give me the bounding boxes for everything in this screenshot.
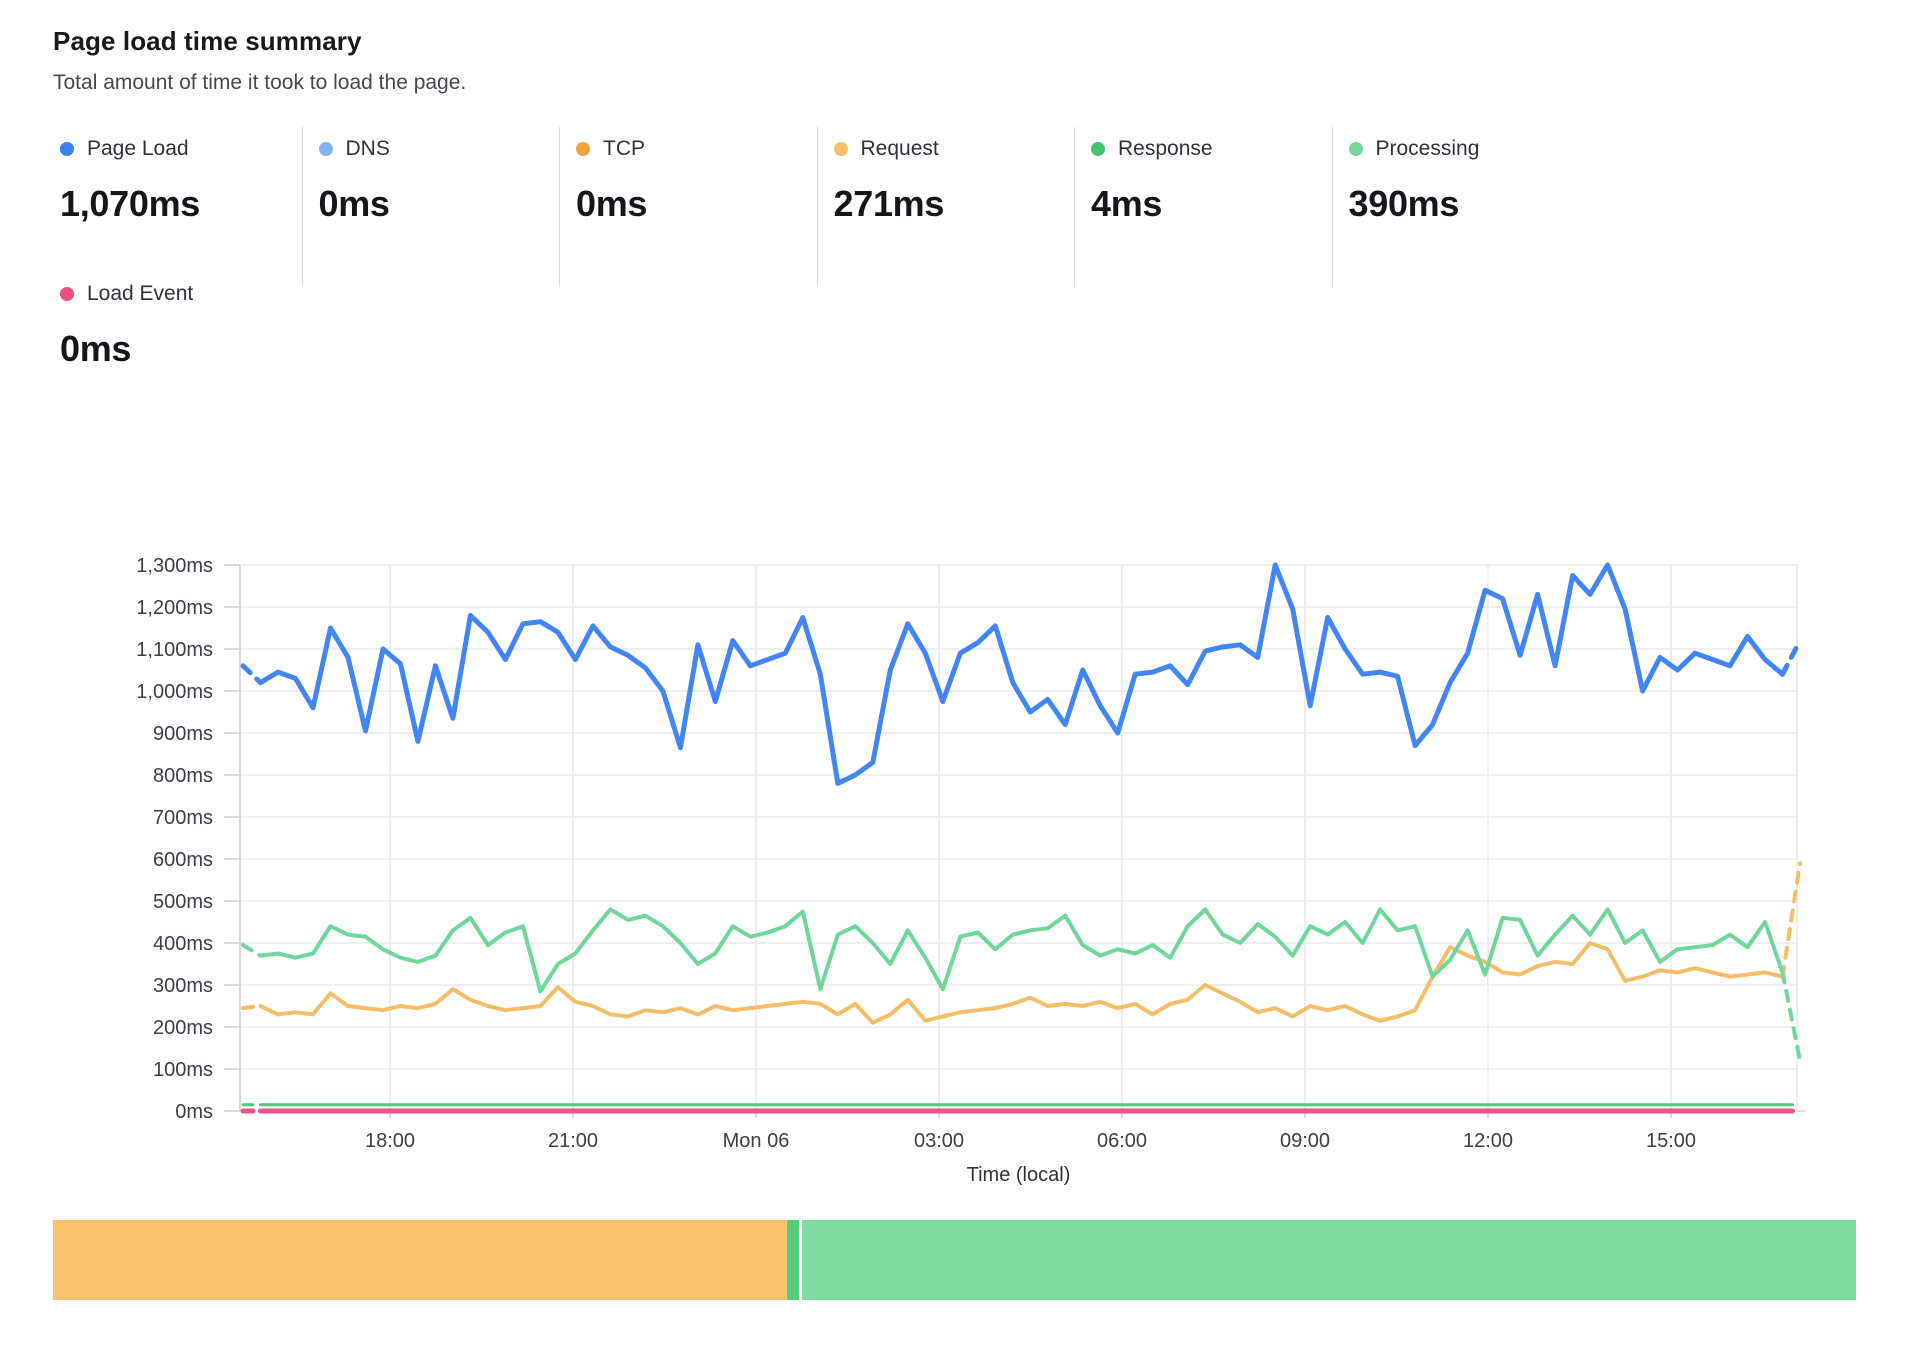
svg-text:600ms: 600ms [153, 849, 213, 871]
svg-text:03:00: 03:00 [914, 1130, 964, 1152]
request-legend-dot [833, 142, 848, 156]
stat-dns[interactable]: DNS 0ms [301, 127, 560, 287]
stat-processing[interactable]: Processing 390ms [1331, 127, 1590, 287]
svg-text:900ms: 900ms [153, 723, 213, 745]
svg-text:15:00: 15:00 [1646, 1130, 1696, 1152]
svg-text:1,000ms: 1,000ms [136, 681, 213, 703]
stat-label: Response [1118, 137, 1213, 160]
svg-text:1,200ms: 1,200ms [136, 597, 213, 619]
stat-value: 0ms [576, 183, 648, 224]
svg-text:800ms: 800ms [153, 765, 213, 787]
page-title: Page load time summary [53, 26, 362, 56]
svg-text:400ms: 400ms [153, 933, 213, 955]
svg-text:09:00: 09:00 [1280, 1130, 1330, 1152]
svg-text:Mon 06: Mon 06 [723, 1130, 790, 1152]
tcp-legend-dot [576, 142, 590, 156]
svg-text:100ms: 100ms [153, 1059, 213, 1081]
svg-text:300ms: 300ms [153, 975, 213, 997]
bar-segment-gap[interactable] [798, 1220, 803, 1300]
svg-text:1,100ms: 1,100ms [136, 639, 213, 661]
stat-value: 4ms [1091, 183, 1163, 224]
svg-text:700ms: 700ms [153, 807, 213, 829]
header: Page load time summary Total amount of t… [53, 26, 466, 95]
metric-summary-row: Page Load 1,070ms DNS 0ms TCP 0ms Reques… [44, 127, 1589, 287]
page-subtitle: Total amount of time it took to load the… [53, 71, 467, 94]
page-load-legend-dot [60, 142, 74, 156]
svg-text:200ms: 200ms [153, 1017, 213, 1039]
stat-value: 0ms [318, 183, 390, 224]
timing-breakdown-bar[interactable] [53, 1220, 1856, 1300]
stat-load-event[interactable]: Load Event 0ms [44, 272, 193, 370]
svg-text:12:00: 12:00 [1463, 1130, 1513, 1152]
stat-label: Page Load [87, 137, 189, 160]
stat-value: 0ms [60, 328, 132, 369]
stat-value: 390ms [1348, 183, 1460, 224]
response-legend-dot [1091, 142, 1105, 156]
bar-segment-processing[interactable] [802, 1220, 1856, 1300]
svg-text:Time (local): Time (local) [967, 1164, 1071, 1186]
svg-text:06:00: 06:00 [1097, 1130, 1147, 1152]
stat-tcp[interactable]: TCP 0ms [559, 127, 817, 287]
stat-value: 1,070ms [60, 183, 201, 224]
metric-summary-row-2: Load Event 0ms [44, 272, 193, 370]
stat-label: Request [860, 137, 939, 160]
load-event-legend-dot [60, 287, 74, 301]
processing-legend-dot [1348, 142, 1363, 156]
dns-legend-dot [318, 142, 333, 156]
svg-text:0ms: 0ms [175, 1101, 213, 1123]
stat-value: 271ms [833, 183, 945, 224]
stat-label: Load Event [87, 282, 194, 305]
svg-text:21:00: 21:00 [548, 1130, 598, 1152]
stat-request[interactable]: Request 271ms [816, 127, 1075, 287]
stat-page-load[interactable]: Page Load 1,070ms [44, 127, 302, 287]
svg-text:1,300ms: 1,300ms [136, 555, 213, 577]
svg-text:500ms: 500ms [153, 891, 213, 913]
svg-text:18:00: 18:00 [365, 1130, 415, 1152]
stat-response[interactable]: Response 4ms [1074, 127, 1332, 287]
stat-label: Processing [1375, 137, 1480, 160]
bar-segment-response[interactable] [786, 1220, 799, 1300]
bar-segment-request[interactable] [53, 1220, 787, 1300]
stat-label: TCP [603, 137, 645, 160]
stat-label: DNS [345, 137, 390, 160]
